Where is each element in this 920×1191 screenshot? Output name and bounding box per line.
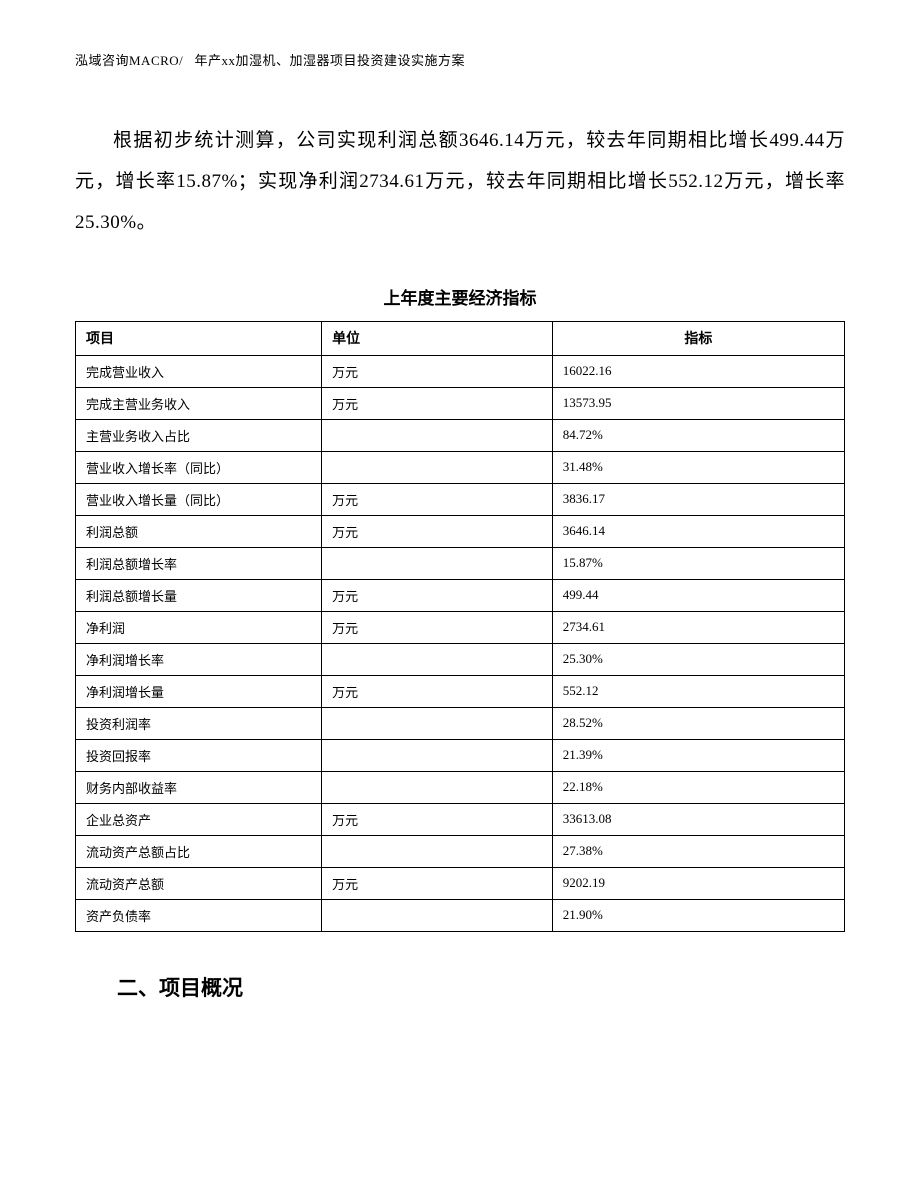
cell-value: 84.72%	[552, 419, 844, 451]
cell-unit	[322, 643, 553, 675]
table-row: 完成主营业务收入万元13573.95	[76, 387, 845, 419]
cell-item: 流动资产总额	[76, 867, 322, 899]
economic-indicators-table: 项目 单位 指标 完成营业收入万元16022.16完成主营业务收入万元13573…	[75, 321, 845, 932]
cell-unit: 万元	[322, 387, 553, 419]
table-row: 企业总资产万元33613.08	[76, 803, 845, 835]
table-row: 完成营业收入万元16022.16	[76, 355, 845, 387]
table-row: 主营业务收入占比 84.72%	[76, 419, 845, 451]
cell-unit	[322, 419, 553, 451]
table-row: 流动资产总额占比 27.38%	[76, 835, 845, 867]
cell-unit: 万元	[322, 579, 553, 611]
cell-value: 22.18%	[552, 771, 844, 803]
column-header-item: 项目	[76, 321, 322, 355]
cell-unit	[322, 835, 553, 867]
cell-item: 财务内部收益率	[76, 771, 322, 803]
table-row: 净利润万元2734.61	[76, 611, 845, 643]
cell-item: 完成主营业务收入	[76, 387, 322, 419]
table-row: 投资利润率 28.52%	[76, 707, 845, 739]
cell-value: 552.12	[552, 675, 844, 707]
column-header-unit: 单位	[322, 321, 553, 355]
cell-item: 净利润增长率	[76, 643, 322, 675]
cell-unit: 万元	[322, 483, 553, 515]
cell-unit	[322, 771, 553, 803]
cell-item: 资产负债率	[76, 899, 322, 931]
cell-unit	[322, 739, 553, 771]
cell-value: 3836.17	[552, 483, 844, 515]
cell-value: 15.87%	[552, 547, 844, 579]
cell-value: 2734.61	[552, 611, 844, 643]
table-row: 资产负债率 21.90%	[76, 899, 845, 931]
table-row: 利润总额增长量万元499.44	[76, 579, 845, 611]
cell-value: 27.38%	[552, 835, 844, 867]
cell-value: 21.39%	[552, 739, 844, 771]
cell-value: 21.90%	[552, 899, 844, 931]
section-heading: 二、项目概况	[117, 972, 845, 1002]
column-header-value: 指标	[552, 321, 844, 355]
cell-item: 企业总资产	[76, 803, 322, 835]
cell-value: 31.48%	[552, 451, 844, 483]
cell-item: 投资回报率	[76, 739, 322, 771]
cell-item: 利润总额增长率	[76, 547, 322, 579]
cell-item: 流动资产总额占比	[76, 835, 322, 867]
table-row: 利润总额万元3646.14	[76, 515, 845, 547]
table-body: 完成营业收入万元16022.16完成主营业务收入万元13573.95主营业务收入…	[76, 355, 845, 931]
table-row: 营业收入增长率（同比） 31.48%	[76, 451, 845, 483]
cell-unit: 万元	[322, 611, 553, 643]
cell-value: 25.30%	[552, 643, 844, 675]
cell-item: 投资利润率	[76, 707, 322, 739]
header-title: 年产xx加湿机、加湿器项目投资建设实施方案	[195, 53, 466, 68]
cell-item: 净利润	[76, 611, 322, 643]
table-row: 净利润增长量万元552.12	[76, 675, 845, 707]
table-row: 净利润增长率 25.30%	[76, 643, 845, 675]
table-row: 投资回报率 21.39%	[76, 739, 845, 771]
page-header: 泓域咨询MACRO/ 年产xx加湿机、加湿器项目投资建设实施方案	[75, 50, 845, 69]
table-title: 上年度主要经济指标	[75, 284, 845, 309]
table-row: 营业收入增长量（同比）万元3836.17	[76, 483, 845, 515]
table-row: 利润总额增长率 15.87%	[76, 547, 845, 579]
cell-value: 3646.14	[552, 515, 844, 547]
cell-unit	[322, 451, 553, 483]
cell-unit: 万元	[322, 867, 553, 899]
cell-value: 13573.95	[552, 387, 844, 419]
cell-item: 营业收入增长率（同比）	[76, 451, 322, 483]
cell-unit: 万元	[322, 515, 553, 547]
cell-unit	[322, 899, 553, 931]
cell-value: 9202.19	[552, 867, 844, 899]
cell-item: 利润总额增长量	[76, 579, 322, 611]
cell-item: 利润总额	[76, 515, 322, 547]
cell-value: 33613.08	[552, 803, 844, 835]
cell-unit	[322, 707, 553, 739]
cell-item: 主营业务收入占比	[76, 419, 322, 451]
header-company: 泓域咨询MACRO/	[75, 53, 183, 68]
cell-item: 净利润增长量	[76, 675, 322, 707]
cell-unit	[322, 547, 553, 579]
cell-unit: 万元	[322, 803, 553, 835]
cell-item: 完成营业收入	[76, 355, 322, 387]
cell-value: 16022.16	[552, 355, 844, 387]
summary-paragraph: 根据初步统计测算，公司实现利润总额3646.14万元，较去年同期相比增长499.…	[75, 121, 845, 244]
cell-value: 499.44	[552, 579, 844, 611]
table-header-row: 项目 单位 指标	[76, 321, 845, 355]
cell-unit: 万元	[322, 675, 553, 707]
cell-value: 28.52%	[552, 707, 844, 739]
table-row: 流动资产总额万元9202.19	[76, 867, 845, 899]
cell-unit: 万元	[322, 355, 553, 387]
cell-item: 营业收入增长量（同比）	[76, 483, 322, 515]
table-row: 财务内部收益率 22.18%	[76, 771, 845, 803]
